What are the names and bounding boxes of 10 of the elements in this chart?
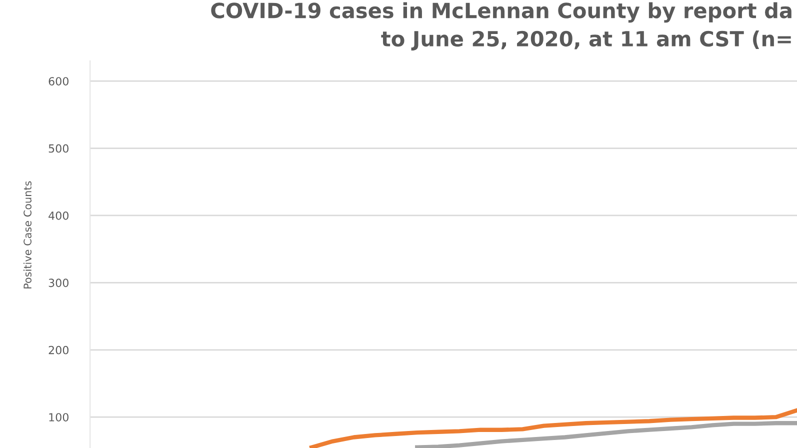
y-tick-label: 500: [48, 144, 68, 153]
y-axis-title: Positive Case Counts: [23, 181, 32, 288]
y-tick-label: 300: [48, 278, 68, 288]
y-tick-label: 100: [49, 413, 68, 422]
y-tick-label: 400: [48, 211, 68, 220]
chart-title: COVID-19 cases in McLennan County by report da to June 25, 2020, at 11 am CST (n=: [211, 2, 792, 50]
y-tick-label: 600: [48, 77, 68, 86]
line-series: [415, 421, 797, 448]
y-tick-label: 200: [48, 346, 68, 354]
line-series: [310, 408, 797, 448]
